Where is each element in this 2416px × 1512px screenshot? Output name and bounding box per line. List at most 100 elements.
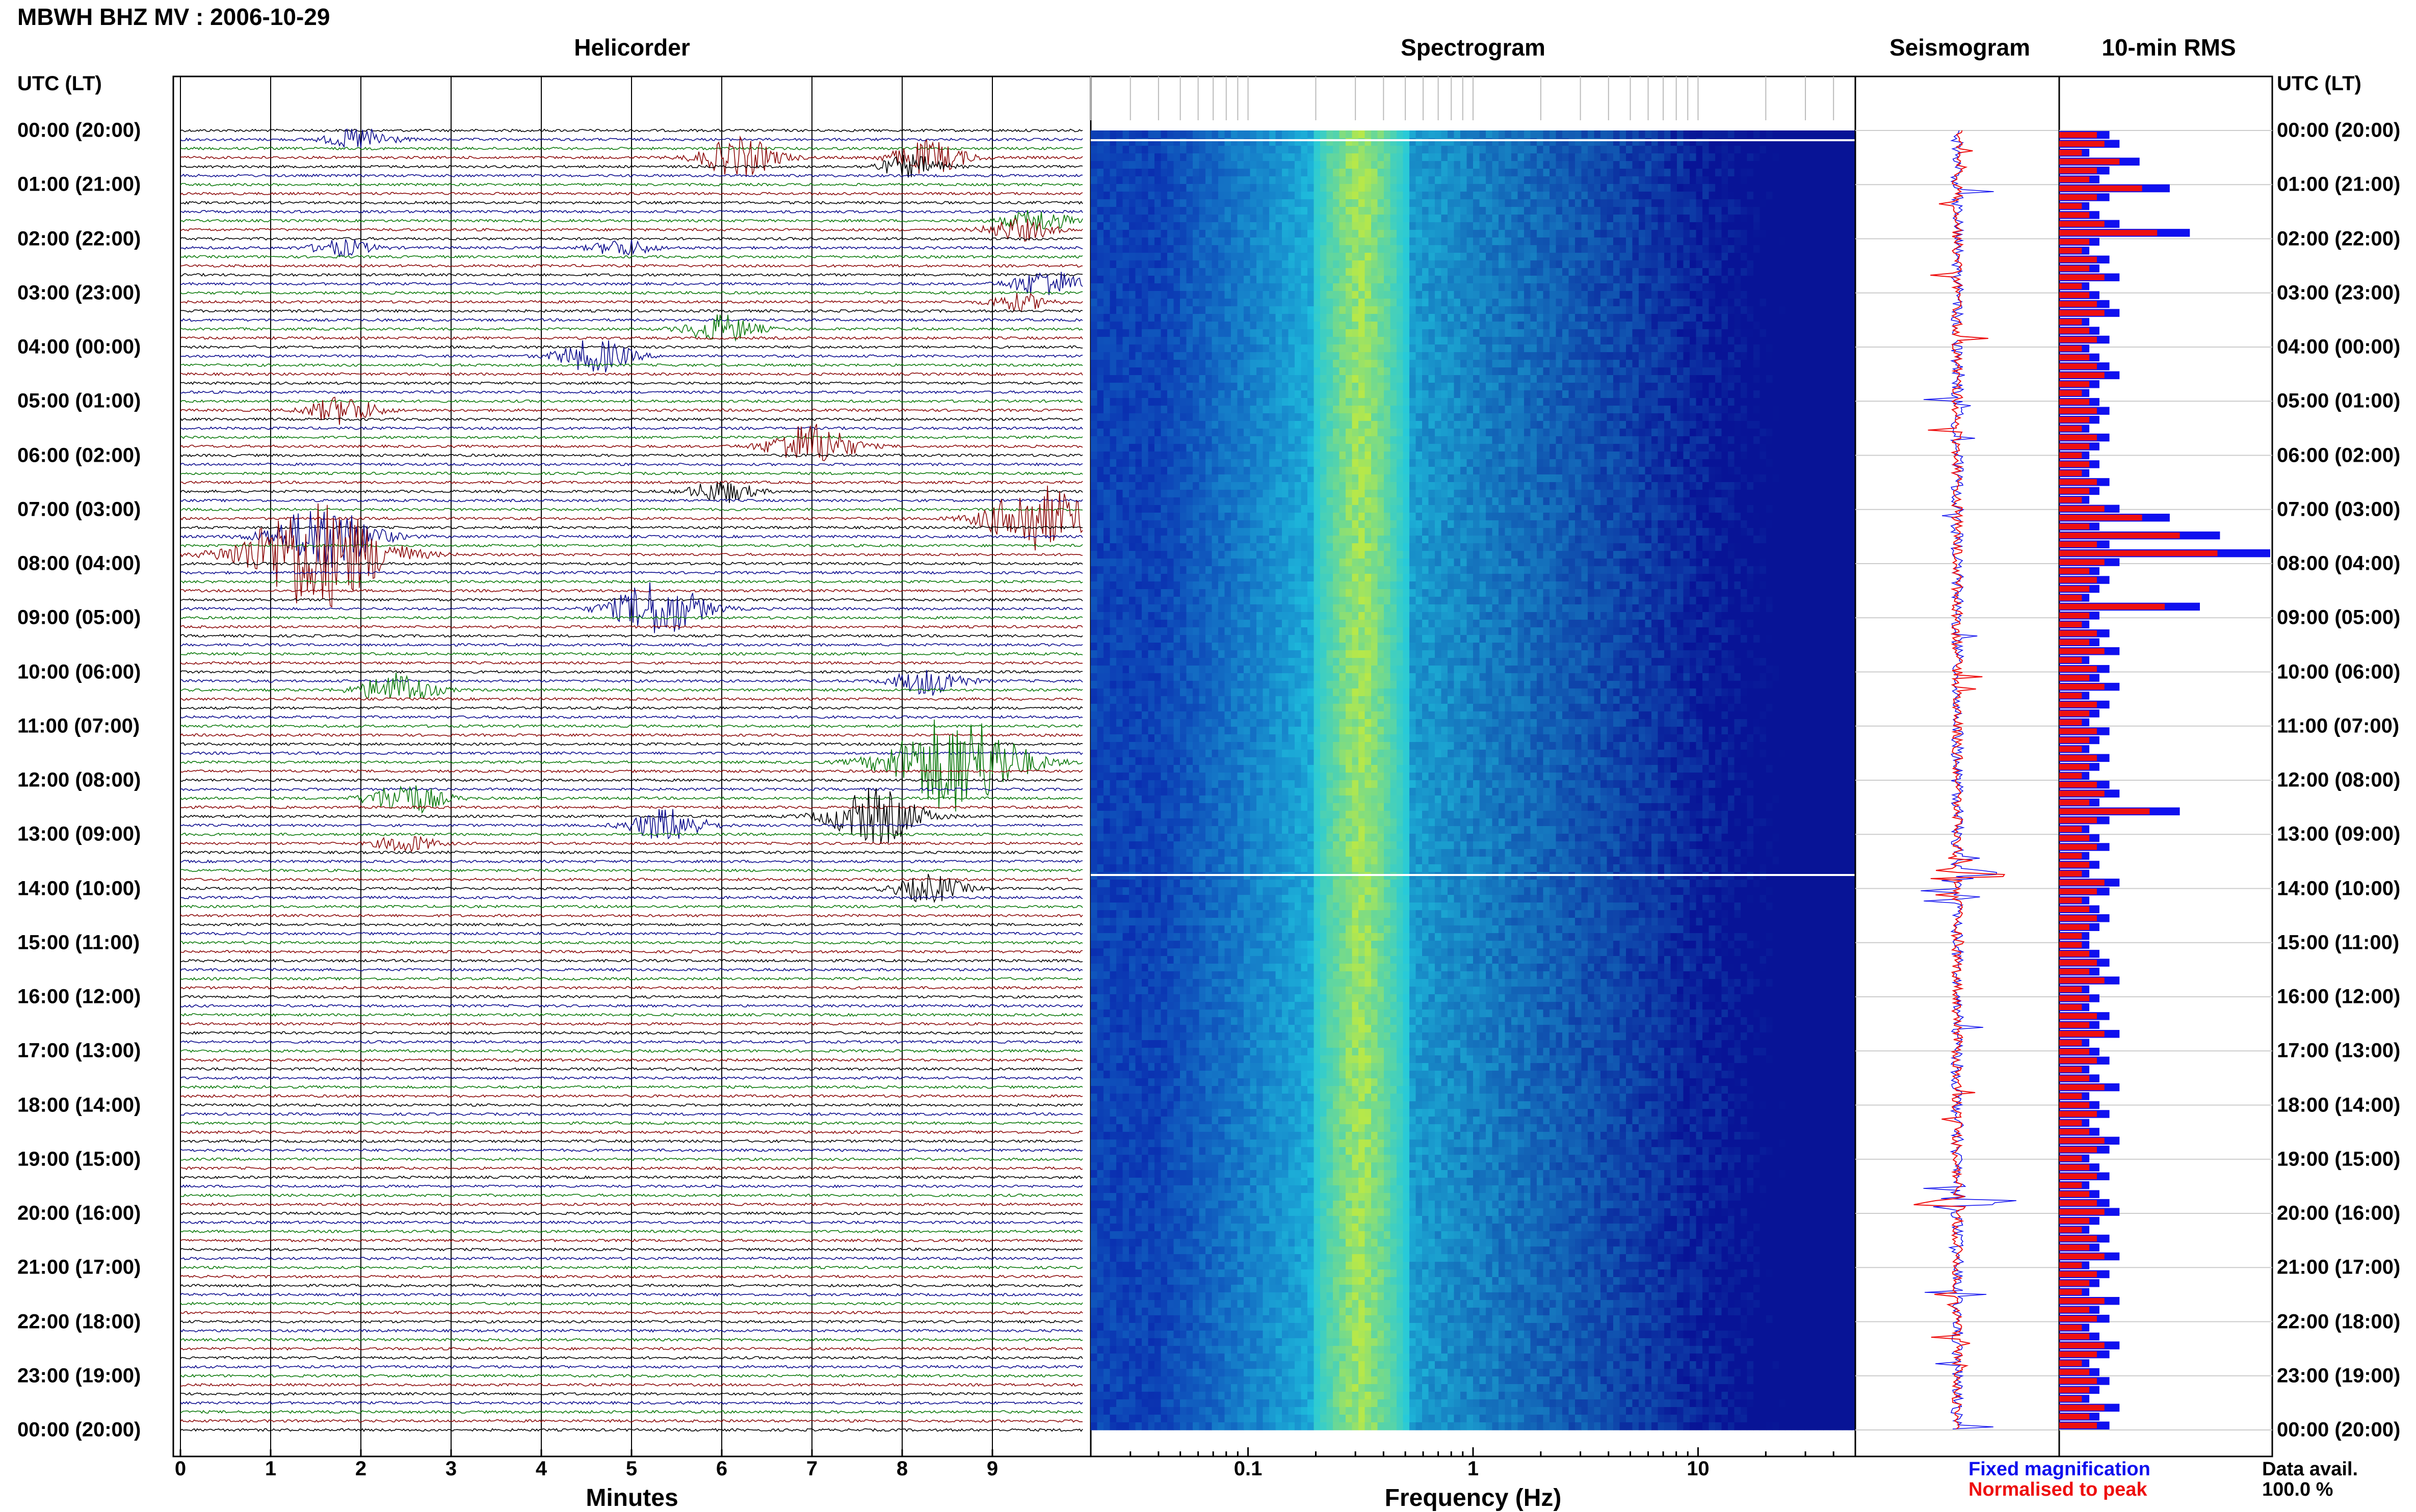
spectrogram-cell: [1225, 1315, 1231, 1323]
spectrogram-cell: [1097, 1094, 1104, 1102]
spectrogram-cell: [1205, 222, 1212, 230]
spectrogram-cell: [1238, 1017, 1244, 1025]
spectrogram-cell: [1148, 192, 1155, 200]
spectrogram-cell: [1263, 1071, 1270, 1079]
spectrogram-cell: [1104, 811, 1110, 819]
spectrogram-cell: [1193, 291, 1199, 299]
spectrogram-cell: [1097, 1338, 1104, 1346]
spectrogram-cell: [1148, 604, 1155, 613]
spectrogram-cell: [1154, 1415, 1161, 1423]
spectrogram-cell: [1097, 505, 1104, 513]
spectrogram-cell: [1256, 673, 1263, 681]
spectrogram-cell: [1218, 1139, 1225, 1148]
spectrogram-cell: [1256, 818, 1263, 827]
spectrogram-cell: [1167, 421, 1174, 429]
spectrogram-cell: [1231, 1277, 1238, 1285]
spectrogram-cell: [1199, 566, 1206, 574]
spectrogram-cell: [1167, 299, 1174, 307]
spectrogram-cell: [1238, 880, 1244, 888]
spectrogram-cell: [1187, 291, 1193, 299]
spectrogram-cell: [1123, 192, 1130, 200]
spectrogram-cell: [1231, 146, 1238, 154]
spectrogram-cell: [1174, 344, 1180, 353]
spectrogram-cell: [1212, 467, 1219, 475]
spectrogram-cell: [1167, 230, 1174, 238]
spectrogram-cell: [1161, 834, 1168, 842]
spectrogram-cell: [1116, 704, 1123, 712]
spectrogram-cell: [1263, 268, 1270, 276]
spectrogram-cell: [1097, 627, 1104, 635]
spectrogram-cell: [1148, 153, 1155, 162]
spectrogram-cell: [1129, 1262, 1136, 1270]
spectrogram-cell: [1091, 566, 1097, 574]
spectrogram-cell: [1148, 933, 1155, 941]
spectrogram-cell: [1174, 658, 1180, 666]
spectrogram-cell: [1238, 895, 1244, 903]
spectrogram-cell: [1123, 574, 1130, 582]
spectrogram-cell: [1174, 773, 1180, 781]
spectrogram-cell: [1250, 337, 1257, 345]
spectrogram-cell: [1174, 1392, 1180, 1400]
spectrogram-cell: [1187, 1254, 1193, 1262]
spectrogram-cell: [1231, 910, 1238, 918]
spectrogram-cell: [1238, 383, 1244, 391]
spectrogram-cell: [1097, 1224, 1104, 1232]
spectrogram-cell: [1091, 1094, 1097, 1102]
spectrogram-cell: [1148, 1025, 1155, 1033]
spectrogram-cell: [1091, 528, 1097, 536]
spectrogram-cell: [1154, 299, 1161, 307]
spectrogram-cell: [1161, 620, 1168, 628]
spectrogram-cell: [1104, 765, 1110, 773]
spectrogram-cell: [1148, 1300, 1155, 1308]
spectrogram-cell: [1218, 834, 1225, 842]
spectrogram-cell: [1129, 1361, 1136, 1369]
spectrogram-cell: [1218, 215, 1225, 223]
spectrogram-cell: [1263, 757, 1270, 765]
spectrogram-cell: [1123, 1338, 1130, 1346]
spectrogram-cell: [1250, 933, 1257, 941]
spectrogram-cell: [1091, 1384, 1097, 1392]
spectrogram-cell: [1231, 429, 1238, 437]
spectrogram-cell: [1218, 260, 1225, 269]
spectrogram-cell: [1225, 704, 1231, 712]
spectrogram-cell: [1205, 1369, 1212, 1377]
spectrogram-cell: [1154, 1139, 1161, 1148]
spectrogram-cell: [1187, 153, 1193, 162]
spectrogram-cell: [1167, 1162, 1174, 1171]
spectrogram-cell: [1167, 222, 1174, 230]
spectrogram-cell: [1238, 1010, 1244, 1018]
spectrogram-cell: [1205, 1101, 1212, 1109]
spectrogram-cell: [1212, 528, 1219, 536]
spectrogram-cell: [1167, 1285, 1174, 1293]
spectrogram-cell: [1154, 344, 1161, 353]
spectrogram-cell: [1129, 161, 1136, 169]
spectrogram-cell: [1180, 367, 1187, 376]
spectrogram-cell: [1256, 551, 1263, 559]
spectrogram-cell: [1110, 322, 1117, 330]
spectrogram-cell: [1104, 161, 1110, 169]
spectrogram-cell: [1250, 1048, 1257, 1056]
spectrogram-cell: [1129, 559, 1136, 567]
spectrogram-cell: [1148, 696, 1155, 704]
spectrogram-cell: [1104, 352, 1110, 360]
spectrogram-cell: [1110, 918, 1117, 926]
spectrogram-cell: [1256, 857, 1263, 865]
spectrogram-cell: [1256, 994, 1263, 1002]
spectrogram-cell: [1142, 1331, 1148, 1339]
spectrogram-cell: [1148, 788, 1155, 796]
spectrogram-cell: [1212, 299, 1219, 307]
spectrogram-cell: [1244, 1147, 1250, 1155]
spectrogram-cell: [1154, 574, 1161, 582]
spectrogram-cell: [1225, 841, 1231, 850]
spectrogram-cell: [1193, 1315, 1199, 1323]
spectrogram-cell: [1174, 918, 1180, 926]
spectrogram-cell: [1123, 406, 1130, 414]
spectrogram-cell: [1250, 1078, 1257, 1086]
spectrogram-cell: [1238, 253, 1244, 261]
spectrogram-cell: [1238, 367, 1244, 376]
spectrogram-cell: [1250, 1063, 1257, 1071]
spectrogram-cell: [1238, 1246, 1244, 1255]
spectrogram-cell: [1167, 1094, 1174, 1102]
spectrogram-cell: [1116, 918, 1123, 926]
spectrogram-cell: [1199, 1384, 1206, 1392]
